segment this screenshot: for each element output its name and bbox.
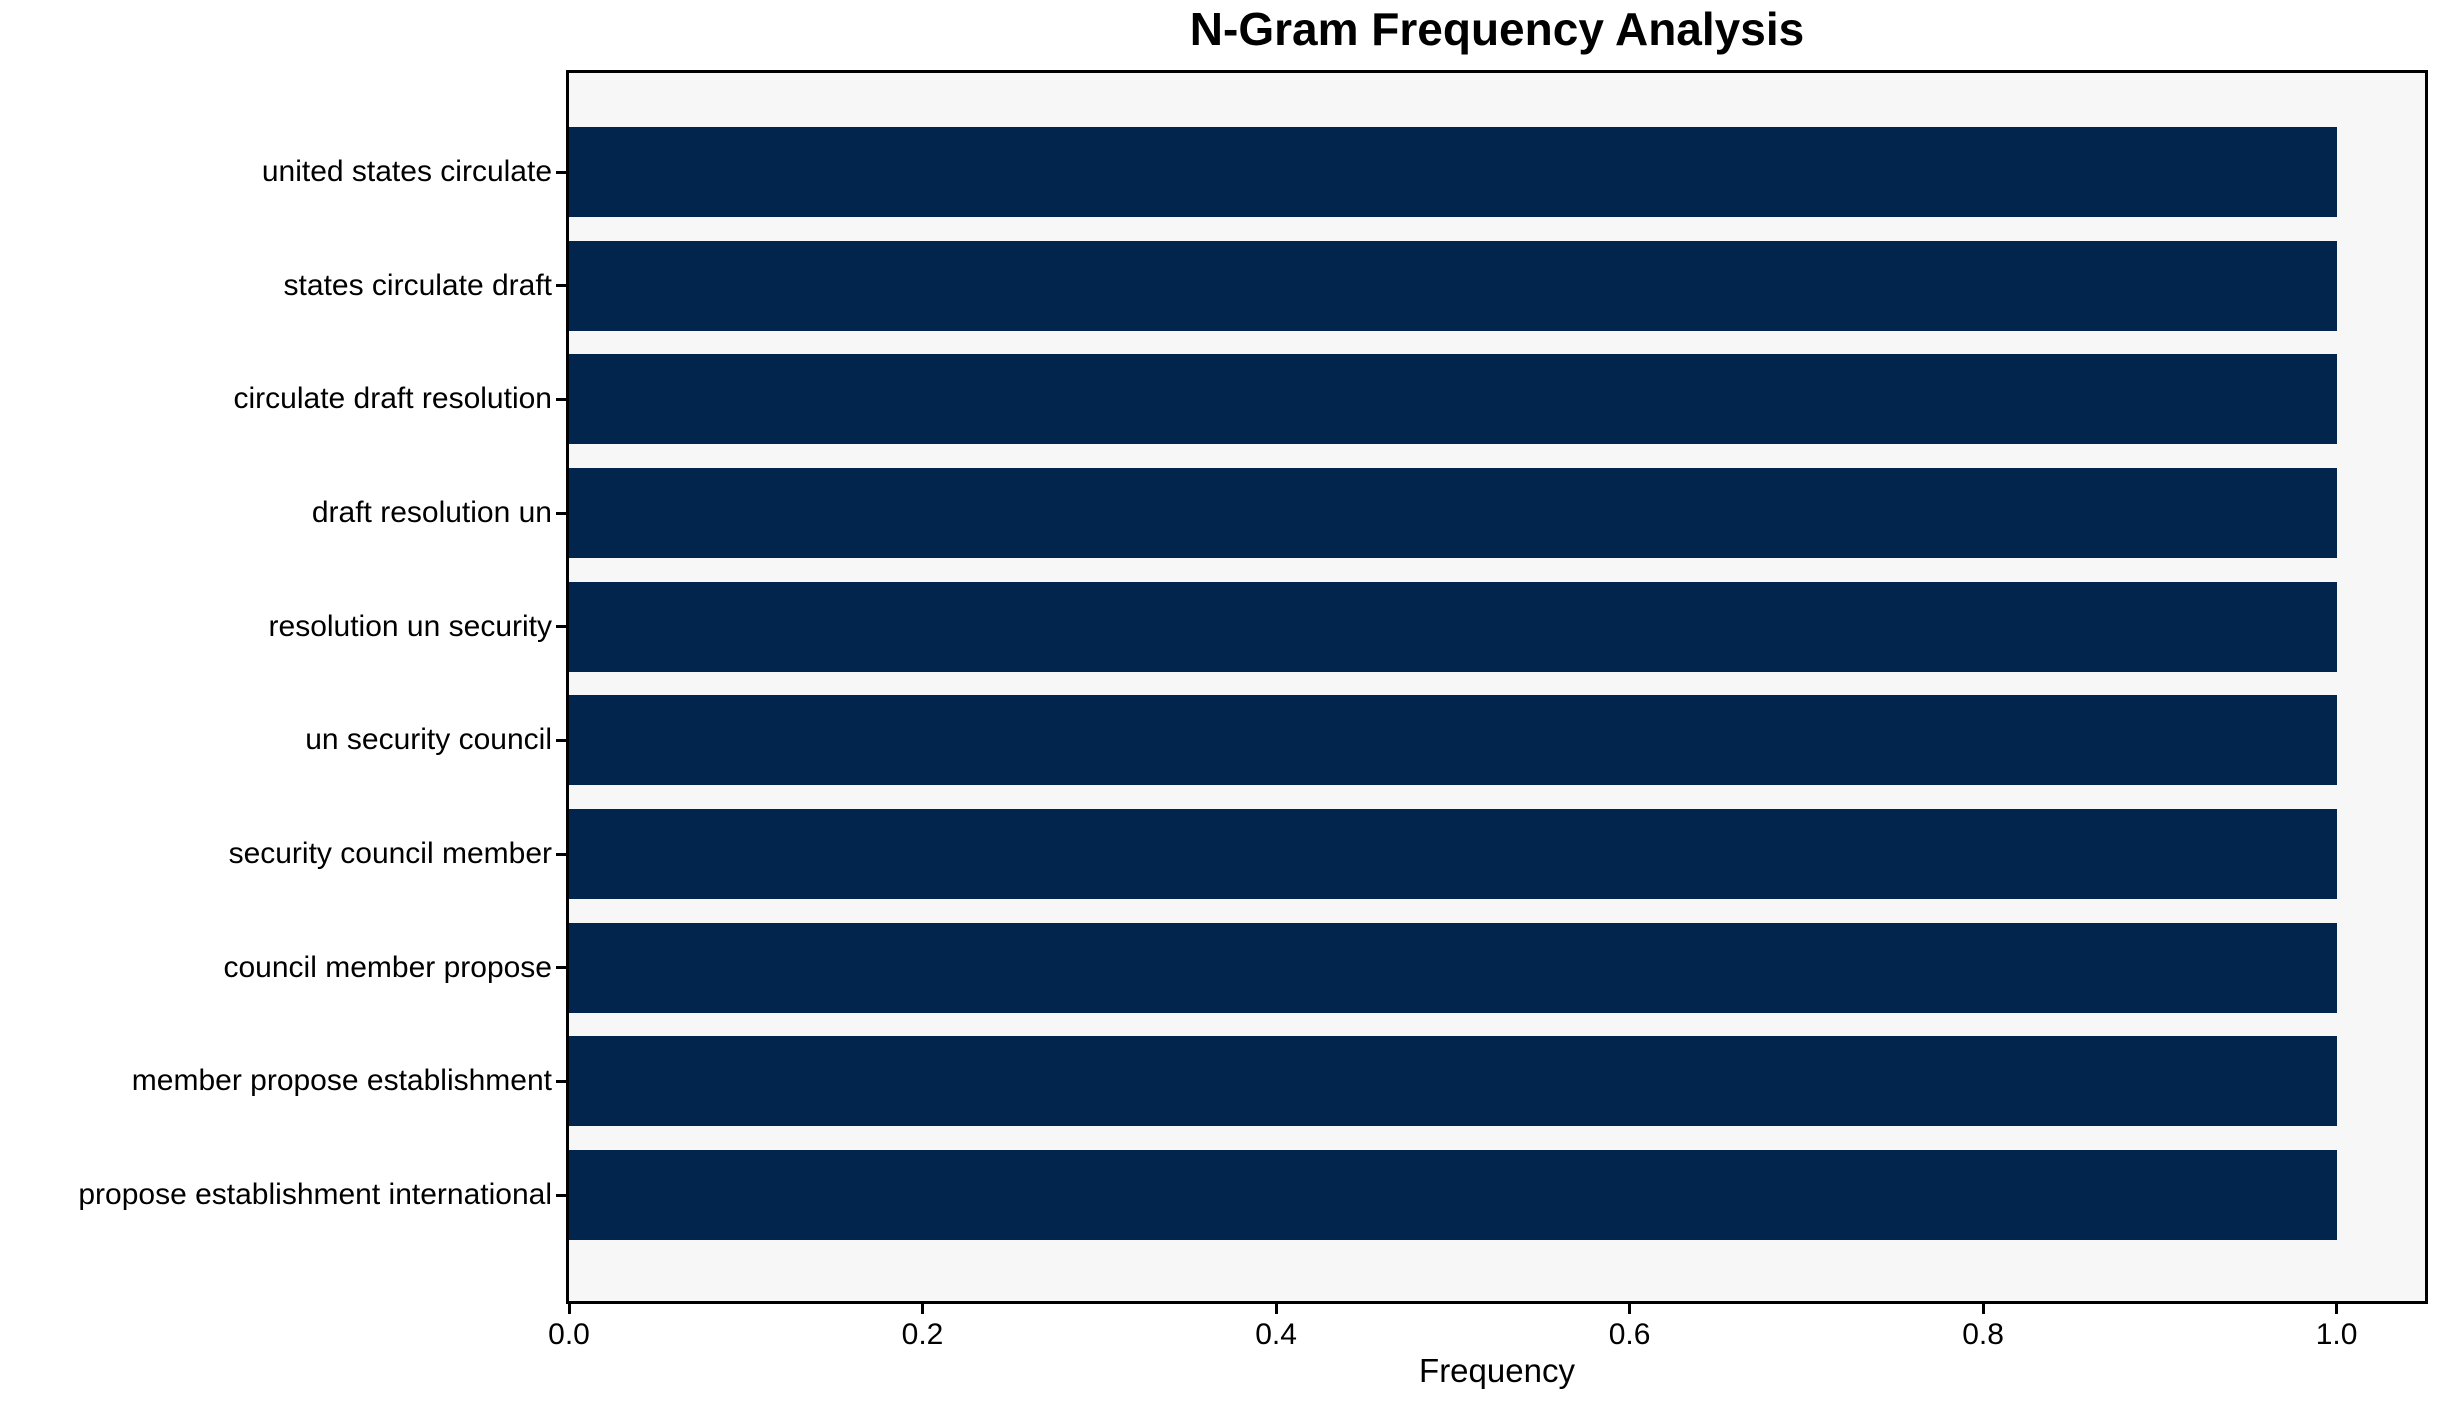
chart-title: N-Gram Frequency Analysis [1189,3,1805,55]
y-tick-label: resolution un security [268,609,552,643]
bar [569,922,2337,1013]
y-tick [556,852,566,856]
bar [569,240,2337,331]
y-tick-label: security council member [228,837,552,870]
plot-area [566,70,2428,1304]
y-tick-label: states circulate draft [283,268,552,302]
y-tick-label: circulate draft resolution [233,382,553,416]
x-tick [921,1304,925,1314]
x-tick [1981,1304,1985,1314]
x-tick [2335,1304,2339,1314]
y-tick [556,1193,566,1197]
x-tick-label: 0.8 [1962,1318,2004,1351]
y-tick [556,284,566,288]
y-tick [556,170,566,174]
bar [569,127,2337,217]
bar [569,1036,2337,1127]
bar [569,354,2337,445]
x-tick-label: 1.0 [2315,1318,2358,1351]
bar [569,1150,2337,1240]
y-tick-label: member propose establishment [131,1064,552,1098]
x-tick [1274,1304,1278,1314]
y-tick [556,397,566,401]
y-tick-label: propose establishment international [78,1178,552,1211]
y-tick [556,738,566,742]
x-axis-label: Frequency [1419,1352,1575,1389]
bar [569,695,2337,786]
x-tick-label: 0.6 [1608,1318,1651,1351]
x-tick-label: 0.4 [1255,1318,1297,1351]
bar [569,809,2337,899]
x-tick-label: 0.0 [548,1318,590,1351]
bar [569,468,2337,558]
y-tick-label: united states circulate [261,155,552,188]
y-tick [556,511,566,515]
x-tick-label: 0.2 [901,1318,944,1351]
y-tick-label: council member propose [223,950,553,984]
bar [569,581,2337,672]
y-tick [556,966,566,970]
y-tick-label: un security council [305,723,552,757]
x-tick [567,1304,571,1314]
y-tick [556,1079,566,1083]
y-tick [556,625,566,629]
x-tick [1628,1304,1632,1314]
y-tick-label: draft resolution un [311,496,552,529]
